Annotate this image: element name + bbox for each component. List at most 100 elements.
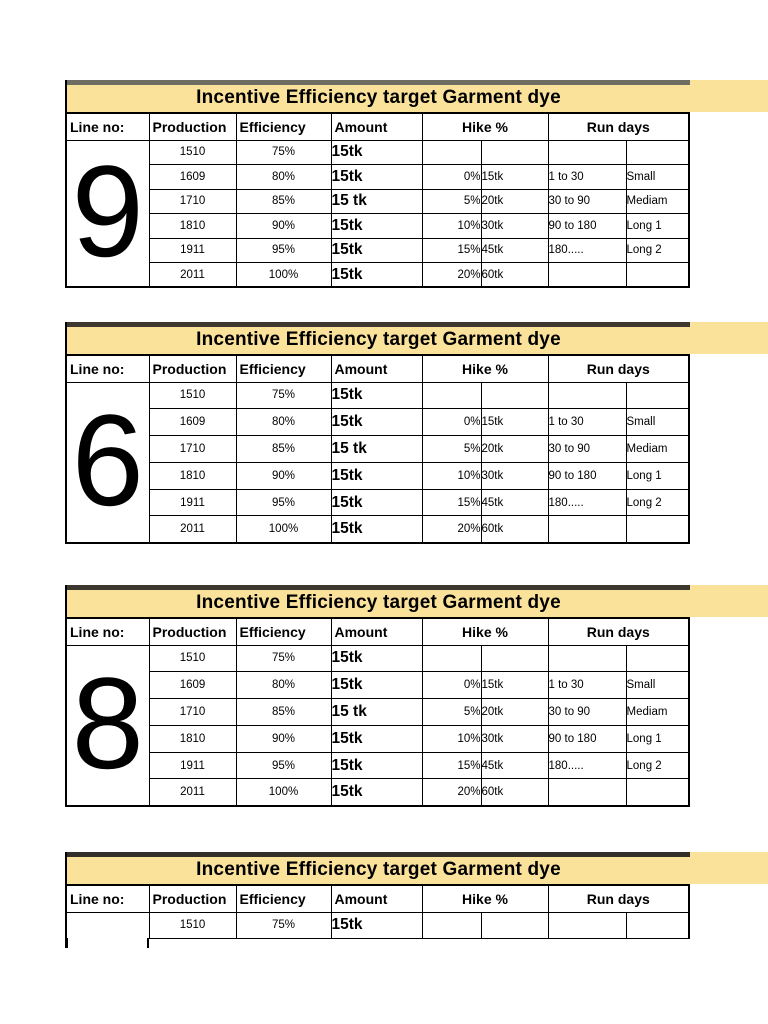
title-banner: Incentive Efficiency target Garment dye (65, 852, 768, 884)
table-row: 1911 95% 15tk 15% 45tk 180..... Long 2 (66, 488, 690, 517)
cell-hike-amt: 15tk (480, 408, 549, 437)
cell-run-label: Long 2 (625, 237, 690, 263)
table-row: 1911 95% 15tk 15% 45tk 180..... Long 2 (66, 751, 690, 780)
cell-run-range (547, 515, 627, 544)
cell-efficiency: 100% (235, 262, 332, 288)
cell-production: 1810 (148, 461, 237, 490)
cell-amount: 15tk (330, 461, 423, 490)
header-row: Line no: Production Efficiency Amount Hi… (65, 884, 690, 913)
cell-run-label: Small (625, 164, 690, 190)
cell-production: 1609 (148, 408, 237, 437)
cell-production: 1911 (148, 751, 237, 780)
cell-run-range (547, 139, 627, 165)
cell-efficiency: 75% (235, 911, 332, 939)
table-row: 1810 90% 15tk 10% 30tk 90 to 180 Long 1 (66, 213, 690, 239)
cut-border-stub-left (65, 938, 68, 948)
table-title: Incentive Efficiency target Garment dye (196, 329, 561, 350)
cell-hike-amt: 60tk (480, 515, 549, 544)
cell-hike-pct: 20% (421, 262, 482, 288)
cell-run-label (625, 778, 690, 807)
cell-efficiency: 80% (235, 408, 332, 437)
cell-run-range (547, 778, 627, 807)
cell-run-label (625, 911, 690, 939)
header-production: Production (148, 617, 237, 646)
line-number-cell (65, 911, 150, 938)
cell-efficiency: 80% (235, 164, 332, 190)
table-row: 1609 80% 15tk 0% 15tk 1 to 30 Small (66, 671, 690, 700)
cell-efficiency: 90% (235, 724, 332, 753)
header-hike: Hike % (421, 617, 549, 646)
cell-hike-amt: 20tk (480, 698, 549, 726)
header-row: Line no: Production Efficiency Amount Hi… (65, 617, 690, 646)
header-amount: Amount (330, 354, 423, 383)
table-row: 2011 100% 15tk 20% 60tk (66, 778, 690, 807)
cell-run-label (625, 381, 690, 410)
banner-top-strip (67, 585, 690, 590)
cell-run-range: 1 to 30 (547, 408, 627, 437)
header-amount: Amount (330, 617, 423, 646)
cell-amount: 15tk (330, 515, 423, 544)
line-number: 6 (71, 386, 144, 533)
header-run-days: Run days (547, 884, 690, 913)
header-production: Production (148, 112, 237, 141)
cell-amount: 15 tk (330, 188, 423, 214)
cell-hike-pct: 20% (421, 515, 482, 544)
cell-amount: 15tk (330, 488, 423, 517)
cell-run-label (625, 515, 690, 544)
cell-amount: 15tk (330, 644, 423, 673)
line-number-cell: 6 (65, 381, 150, 544)
cell-amount: 15tk (330, 381, 423, 410)
cell-amount: 15tk (330, 911, 423, 939)
cell-hike-pct (421, 644, 482, 673)
cell-efficiency: 75% (235, 644, 332, 673)
cell-run-label (625, 644, 690, 673)
cell-run-range: 90 to 180 (547, 724, 627, 753)
cell-hike-amt (480, 911, 549, 939)
cell-run-range: 1 to 30 (547, 164, 627, 190)
header-production: Production (148, 884, 237, 913)
cell-efficiency: 95% (235, 488, 332, 517)
cell-hike-amt: 20tk (480, 188, 549, 214)
table-row: 1609 80% 15tk 0% 15tk 1 to 30 Small (66, 408, 690, 437)
cell-production: 1710 (148, 698, 237, 726)
cell-production: 1911 (148, 488, 237, 517)
cell-production: 1510 (148, 644, 237, 673)
cell-amount: 15tk (330, 262, 423, 288)
cell-run-label: Long 1 (625, 724, 690, 753)
header-run-days: Run days (547, 354, 690, 383)
cell-amount: 15tk (330, 724, 423, 753)
cell-efficiency: 90% (235, 213, 332, 239)
header-line-no: Line no: (65, 617, 150, 646)
cell-run-range (547, 381, 627, 410)
cut-border-stub-mid (146, 938, 149, 948)
cell-production: 1609 (148, 164, 237, 190)
banner-top-strip (67, 80, 690, 85)
cell-efficiency: 95% (235, 237, 332, 263)
cell-amount: 15tk (330, 778, 423, 807)
cell-hike-pct: 5% (421, 188, 482, 214)
incentive-table: Line no: Production Efficiency Amount Hi… (65, 617, 691, 807)
cell-production: 1710 (148, 435, 237, 463)
cell-hike-pct: 0% (421, 408, 482, 437)
table-row: 2011 100% 15tk 20% 60tk (66, 515, 690, 544)
cell-hike-amt: 20tk (480, 435, 549, 463)
table-row: 1710 85% 15 tk 5% 20tk 30 to 90 Mediam (66, 188, 690, 214)
table-row: 8 1510 75% 15tk (65, 644, 690, 807)
header-efficiency: Efficiency (235, 884, 332, 913)
incentive-table: Line no: Production Efficiency Amount Hi… (65, 354, 691, 544)
table-row: 1710 85% 15 tk 5% 20tk 30 to 90 Mediam (66, 698, 690, 726)
cell-run-range: 180..... (547, 751, 627, 780)
table-row: 9 1510 75% 15tk (65, 139, 690, 288)
cell-production: 1510 (148, 139, 237, 165)
table-row: 1510 75% 15tk (65, 911, 690, 939)
cell-efficiency: 85% (235, 188, 332, 214)
cell-hike-amt: 60tk (480, 262, 549, 288)
cell-run-range (547, 911, 627, 939)
cell-hike-pct: 5% (421, 698, 482, 726)
header-production: Production (148, 354, 237, 383)
header-row: Line no: Production Efficiency Amount Hi… (65, 354, 690, 383)
cell-amount: 15tk (330, 671, 423, 700)
cell-amount: 15tk (330, 237, 423, 263)
cell-hike-amt: 45tk (480, 751, 549, 780)
